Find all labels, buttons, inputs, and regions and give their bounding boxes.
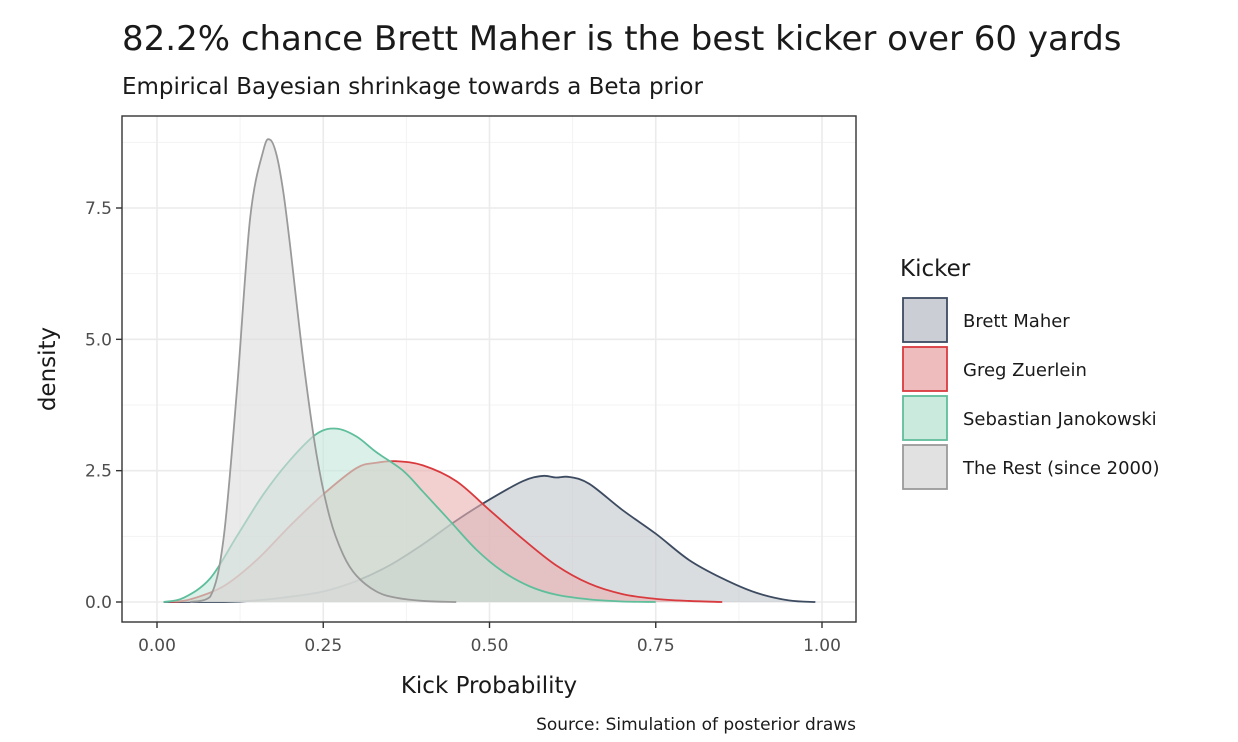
x-axis: 0.00 0.25 0.50 0.75 1.00: [138, 622, 841, 656]
legend-key: [902, 297, 948, 343]
density-areas: [163, 138, 816, 603]
legend-label: The Rest (since 2000): [962, 458, 1159, 479]
y-axis-title: density: [35, 327, 61, 411]
legend-key: [902, 444, 948, 490]
legend-title: Kicker: [900, 256, 971, 282]
legend-key: [902, 395, 948, 441]
y-tick-label: 2.5: [85, 462, 112, 482]
chart-title: 82.2% chance Brett Maher is the best kic…: [122, 19, 1122, 59]
legend-label: Sebastian Janokowski: [963, 409, 1157, 430]
chart-subtitle: Empirical Bayesian shrinkage towards a B…: [122, 74, 703, 100]
density-line-the-rest-since-2000: [190, 138, 457, 603]
legend-key: [902, 346, 948, 392]
x-tick-label: 0.00: [138, 636, 176, 656]
legend: Kicker Brett Maher Greg Zuerlein Sebastian…: [900, 256, 1159, 490]
x-tick-label: 0.50: [471, 636, 509, 656]
chart-caption: Source: Simulation of posterior draws: [536, 715, 856, 735]
y-tick-label: 7.5: [85, 199, 112, 219]
x-tick-label: 0.25: [304, 636, 342, 656]
y-tick-label: 5.0: [85, 330, 112, 350]
density-area-the-rest-since-2000: [190, 139, 457, 602]
y-axis: 0.0 2.5 5.0 7.5: [85, 199, 122, 613]
x-tick-label: 1.00: [803, 636, 841, 656]
y-tick-label: 0.0: [85, 593, 112, 613]
legend-label: Brett Maher: [963, 311, 1070, 332]
x-axis-title: Kick Probability: [401, 673, 577, 699]
x-tick-label: 0.75: [637, 636, 675, 656]
legend-label: Greg Zuerlein: [963, 360, 1087, 381]
